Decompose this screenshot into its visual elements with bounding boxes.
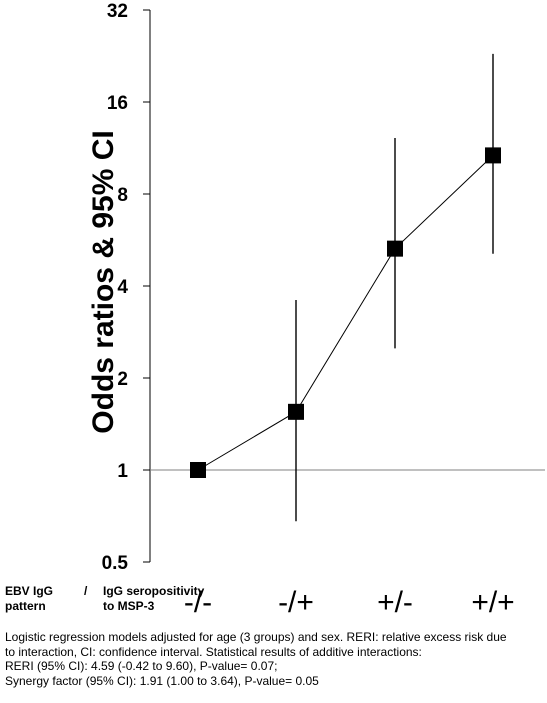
series-line <box>197 155 494 471</box>
x-category-label: -/- <box>184 586 212 619</box>
footnote-line1: Logistic regression models adjusted for … <box>5 630 507 644</box>
footnote: Logistic regression models adjusted for … <box>5 630 541 688</box>
x-category-label: -/+ <box>278 586 314 619</box>
x-category-label: +/+ <box>471 586 514 619</box>
data-point-marker <box>288 403 304 420</box>
data-point-marker <box>190 462 206 478</box>
y-tick-label: 0.5 <box>102 553 129 574</box>
x-header-msp3: IgG seropositivity to MSP-3 <box>103 584 204 614</box>
x-header-msp3-line1: IgG seropositivity <box>103 584 205 598</box>
x-header-msp3-line2: to MSP-3 <box>103 599 155 613</box>
x-category-label: +/- <box>377 586 413 619</box>
data-point-marker <box>387 240 403 257</box>
footnote-line4: Synergy factor (95% CI): 1.91 (1.00 to 3… <box>5 673 319 688</box>
y-tick-label: 2 <box>117 369 128 390</box>
y-tick-label: 4 <box>117 277 128 298</box>
x-header-ebv-line1: EBV IgG <box>5 584 54 598</box>
footnote-line2: to interaction, CI: confidence interval.… <box>5 644 422 659</box>
data-point-marker <box>485 147 501 164</box>
footnote-line3: RERI (95% CI): 4.59 (-0.42 to 9.60), P-v… <box>5 659 278 673</box>
x-header-separator: / <box>84 584 88 598</box>
x-header-ebv: EBV IgG pattern <box>5 584 53 614</box>
x-header-ebv-line2: pattern <box>5 599 46 613</box>
odds-ratio-chart: 0.5 1 2 4 8 16 32 Odds ratios & 95% CI -/- -/+ +/-… <box>87 1 545 619</box>
y-tick-label: 1 <box>117 461 128 482</box>
y-axis-title: Odds ratios & 95% CI <box>87 130 120 433</box>
y-tick-label: 32 <box>107 1 128 22</box>
y-tick-label: 16 <box>107 93 128 114</box>
y-tick-label: 8 <box>117 185 128 206</box>
